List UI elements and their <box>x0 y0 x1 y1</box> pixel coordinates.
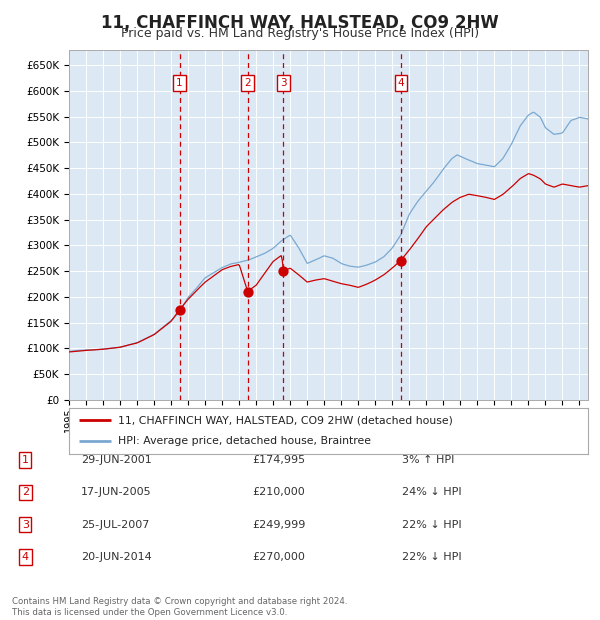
Text: £249,999: £249,999 <box>252 520 305 529</box>
Text: 22% ↓ HPI: 22% ↓ HPI <box>402 520 461 529</box>
Text: £210,000: £210,000 <box>252 487 305 497</box>
Point <box>243 287 253 297</box>
Text: £174,995: £174,995 <box>252 455 305 465</box>
Text: 1: 1 <box>22 455 29 465</box>
Text: 24% ↓ HPI: 24% ↓ HPI <box>402 487 461 497</box>
Text: 11, CHAFFINCH WAY, HALSTEAD, CO9 2HW: 11, CHAFFINCH WAY, HALSTEAD, CO9 2HW <box>101 14 499 32</box>
Text: 4: 4 <box>398 78 404 88</box>
Text: HPI: Average price, detached house, Braintree: HPI: Average price, detached house, Brai… <box>118 436 371 446</box>
Text: 3: 3 <box>280 78 287 88</box>
Text: 11, CHAFFINCH WAY, HALSTEAD, CO9 2HW (detached house): 11, CHAFFINCH WAY, HALSTEAD, CO9 2HW (de… <box>118 415 453 425</box>
Point <box>396 256 406 266</box>
Text: 1: 1 <box>176 78 183 88</box>
Text: Price paid vs. HM Land Registry's House Price Index (HPI): Price paid vs. HM Land Registry's House … <box>121 27 479 40</box>
Text: £270,000: £270,000 <box>252 552 305 562</box>
Text: 3: 3 <box>22 520 29 529</box>
Text: 2: 2 <box>22 487 29 497</box>
Text: 22% ↓ HPI: 22% ↓ HPI <box>402 552 461 562</box>
Text: 20-JUN-2014: 20-JUN-2014 <box>81 552 152 562</box>
Text: 29-JUN-2001: 29-JUN-2001 <box>81 455 152 465</box>
Text: 4: 4 <box>22 552 29 562</box>
Point <box>175 305 184 315</box>
Text: Contains HM Land Registry data © Crown copyright and database right 2024.
This d: Contains HM Land Registry data © Crown c… <box>12 598 347 617</box>
Text: 2: 2 <box>244 78 251 88</box>
Point <box>278 266 288 276</box>
Text: 17-JUN-2005: 17-JUN-2005 <box>81 487 152 497</box>
Text: 3% ↑ HPI: 3% ↑ HPI <box>402 455 454 465</box>
Text: 25-JUL-2007: 25-JUL-2007 <box>81 520 149 529</box>
